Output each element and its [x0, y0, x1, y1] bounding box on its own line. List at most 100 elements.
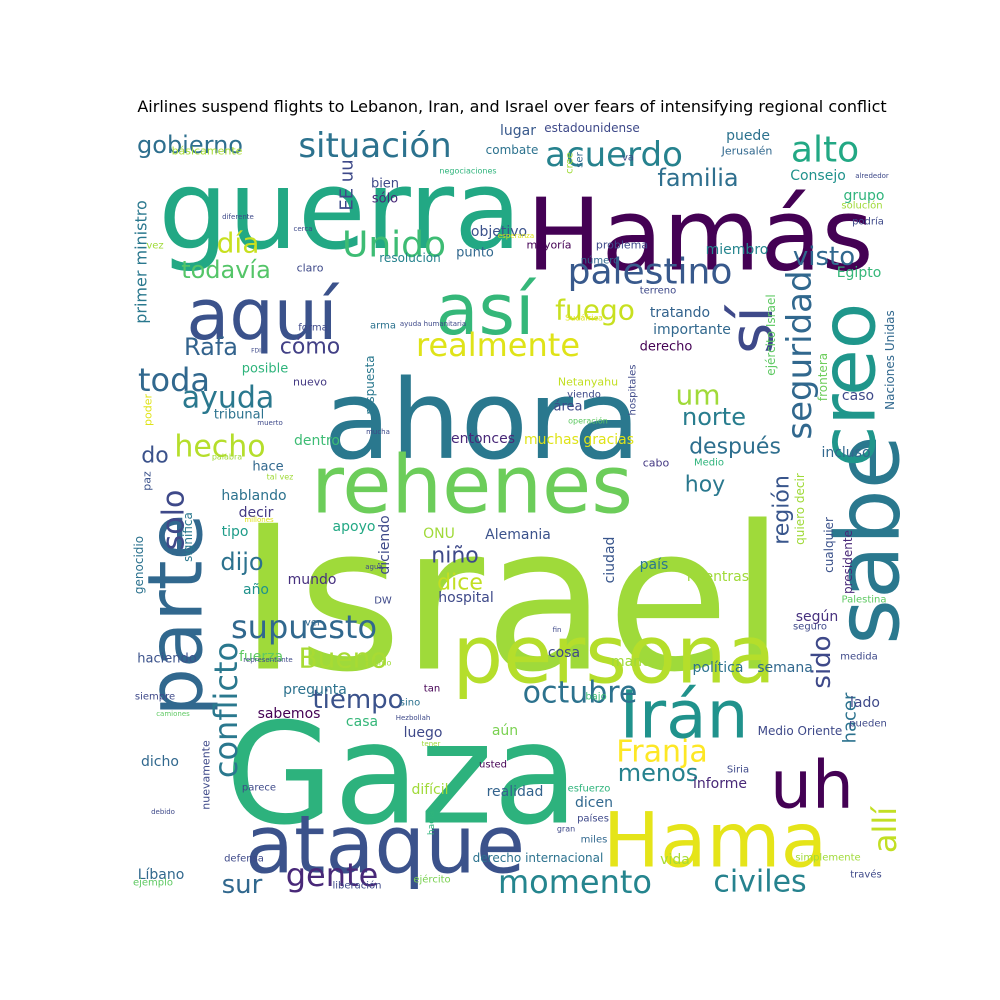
word-paises: países [577, 813, 609, 825]
word-norte: norte [682, 403, 746, 431]
word-jerusalen: Jerusalén [721, 145, 773, 158]
word-diciendo: diciendo [377, 515, 393, 574]
word-dia: día [217, 227, 260, 260]
word-derecho: derecho [640, 340, 693, 355]
word-gran: gran [557, 825, 575, 834]
word-aqui: aquí [186, 274, 340, 356]
word-acuerdo: acuerdo [545, 135, 683, 175]
word-sabemos: sabemos [258, 706, 321, 722]
word-problema: problema [596, 239, 648, 252]
word-supuesto: supuesto [231, 608, 377, 646]
word-hacer: hacer [840, 692, 861, 743]
word-ciudad: ciudad [602, 537, 618, 584]
word-como: cómo [280, 335, 340, 360]
word-tribunal: tribunal [214, 408, 264, 423]
word-visto: visto [793, 242, 855, 272]
word-numero: número [581, 255, 620, 267]
word-alli: allí [866, 806, 904, 853]
word-ayuda: ayuda [182, 381, 275, 416]
word-iran: Irán [620, 677, 749, 754]
word-libano: Líbano [138, 867, 185, 883]
word-ee-uu: EE uu [337, 159, 358, 210]
word-medio: Medio [694, 458, 724, 469]
word-negociaciones: negociaciones [439, 167, 496, 176]
word-egipto: Egipto [837, 265, 882, 281]
word-esfuerzo: esfuerzo [568, 784, 611, 795]
word-lugar: lugar [500, 123, 536, 139]
word-onu: ONU [423, 526, 455, 542]
word-poder: poder [142, 394, 155, 426]
word-ejercito-israel: ejército Israel [764, 294, 778, 375]
word-situacion: situación [298, 126, 451, 166]
word-segun: según [796, 609, 839, 625]
word-ser: ser [575, 151, 586, 167]
word-fuego: fuego [555, 294, 635, 327]
word-ahora: ahora [323, 356, 640, 484]
word-quiero-decir: quiero decir [793, 473, 807, 545]
word-importante: importante [653, 322, 731, 338]
word-rafa: Rafa [184, 333, 238, 361]
word-sido: sido [807, 635, 837, 688]
word-fuerza: fuerza [239, 649, 283, 665]
word-hacia: hacia [427, 811, 437, 835]
word-alrededor: alrededor [855, 172, 889, 180]
word-dificil: difícil [411, 782, 448, 798]
word-forma: forma [298, 323, 327, 334]
word-todavia: todavía [181, 256, 271, 284]
word-franja: Franja [616, 735, 708, 770]
chart-title: Airlines suspend flights to Lebanon, Ira… [137, 97, 886, 116]
word-va: va [622, 153, 634, 164]
word-israel: Israel [239, 484, 786, 717]
word-realidad: realidad [487, 784, 544, 800]
word-solo: sólo [372, 192, 398, 207]
word-fin: fin [553, 626, 562, 634]
word-sur: sur [222, 870, 263, 900]
word-siempre: siempre [135, 692, 175, 703]
word-dw: DW [374, 596, 392, 607]
word-si: sí [717, 304, 787, 354]
word-bajo: bajo [585, 692, 606, 703]
word-decir: decir [239, 505, 274, 521]
word-miembro: miembro [706, 242, 769, 258]
word-mayoria: mayoría [526, 239, 571, 252]
word-alto: alto [791, 130, 859, 171]
word-tan: tan [424, 684, 440, 695]
word-informe: informe [693, 776, 747, 792]
word-ayuda-humanitaria: ayuda humanitaria [400, 320, 466, 328]
word-rehenes: rehenes [311, 439, 633, 532]
word-bien: bien [371, 177, 399, 192]
word-consejo: Consejo [790, 168, 846, 184]
word-solo: solo [157, 490, 192, 551]
word-area: área [554, 400, 583, 415]
word-nuevamente: nuevamente [200, 740, 213, 810]
word-siria: Siria [727, 765, 749, 776]
word-hecho: hecho [174, 430, 265, 465]
word-tiempo: tiempo [312, 685, 403, 715]
word-debido: debido [151, 808, 175, 816]
word-estadounidense: estadounidense [544, 121, 639, 135]
word-vida: vida [660, 852, 690, 868]
word-luego: luego [404, 725, 443, 741]
word-momento: momento [498, 863, 652, 901]
word-lado: lado [850, 695, 880, 711]
word-nino: niño [431, 544, 478, 569]
word-cree: cree [565, 152, 576, 174]
word-seguro: seguro [793, 622, 827, 633]
word-toda: toda [138, 361, 210, 399]
word-pais: país [640, 557, 669, 573]
word-entonces: entonces [451, 431, 515, 447]
word-respuesta: respuesta [363, 355, 377, 414]
word-casa: casa [346, 714, 378, 730]
word-menos: menos [618, 759, 699, 787]
word-gobierno: gobierno [137, 131, 243, 159]
word-politica: política [693, 660, 744, 676]
word-tipo: tipo [222, 524, 249, 540]
word-palestina: Palestina [841, 595, 886, 606]
word-traves: través [850, 869, 881, 881]
word-simplemente: simplemente [795, 853, 860, 864]
word-uh: uh [770, 747, 854, 824]
word-asi: así [436, 269, 537, 351]
word-netanyahu: Netanyahu [558, 376, 618, 389]
